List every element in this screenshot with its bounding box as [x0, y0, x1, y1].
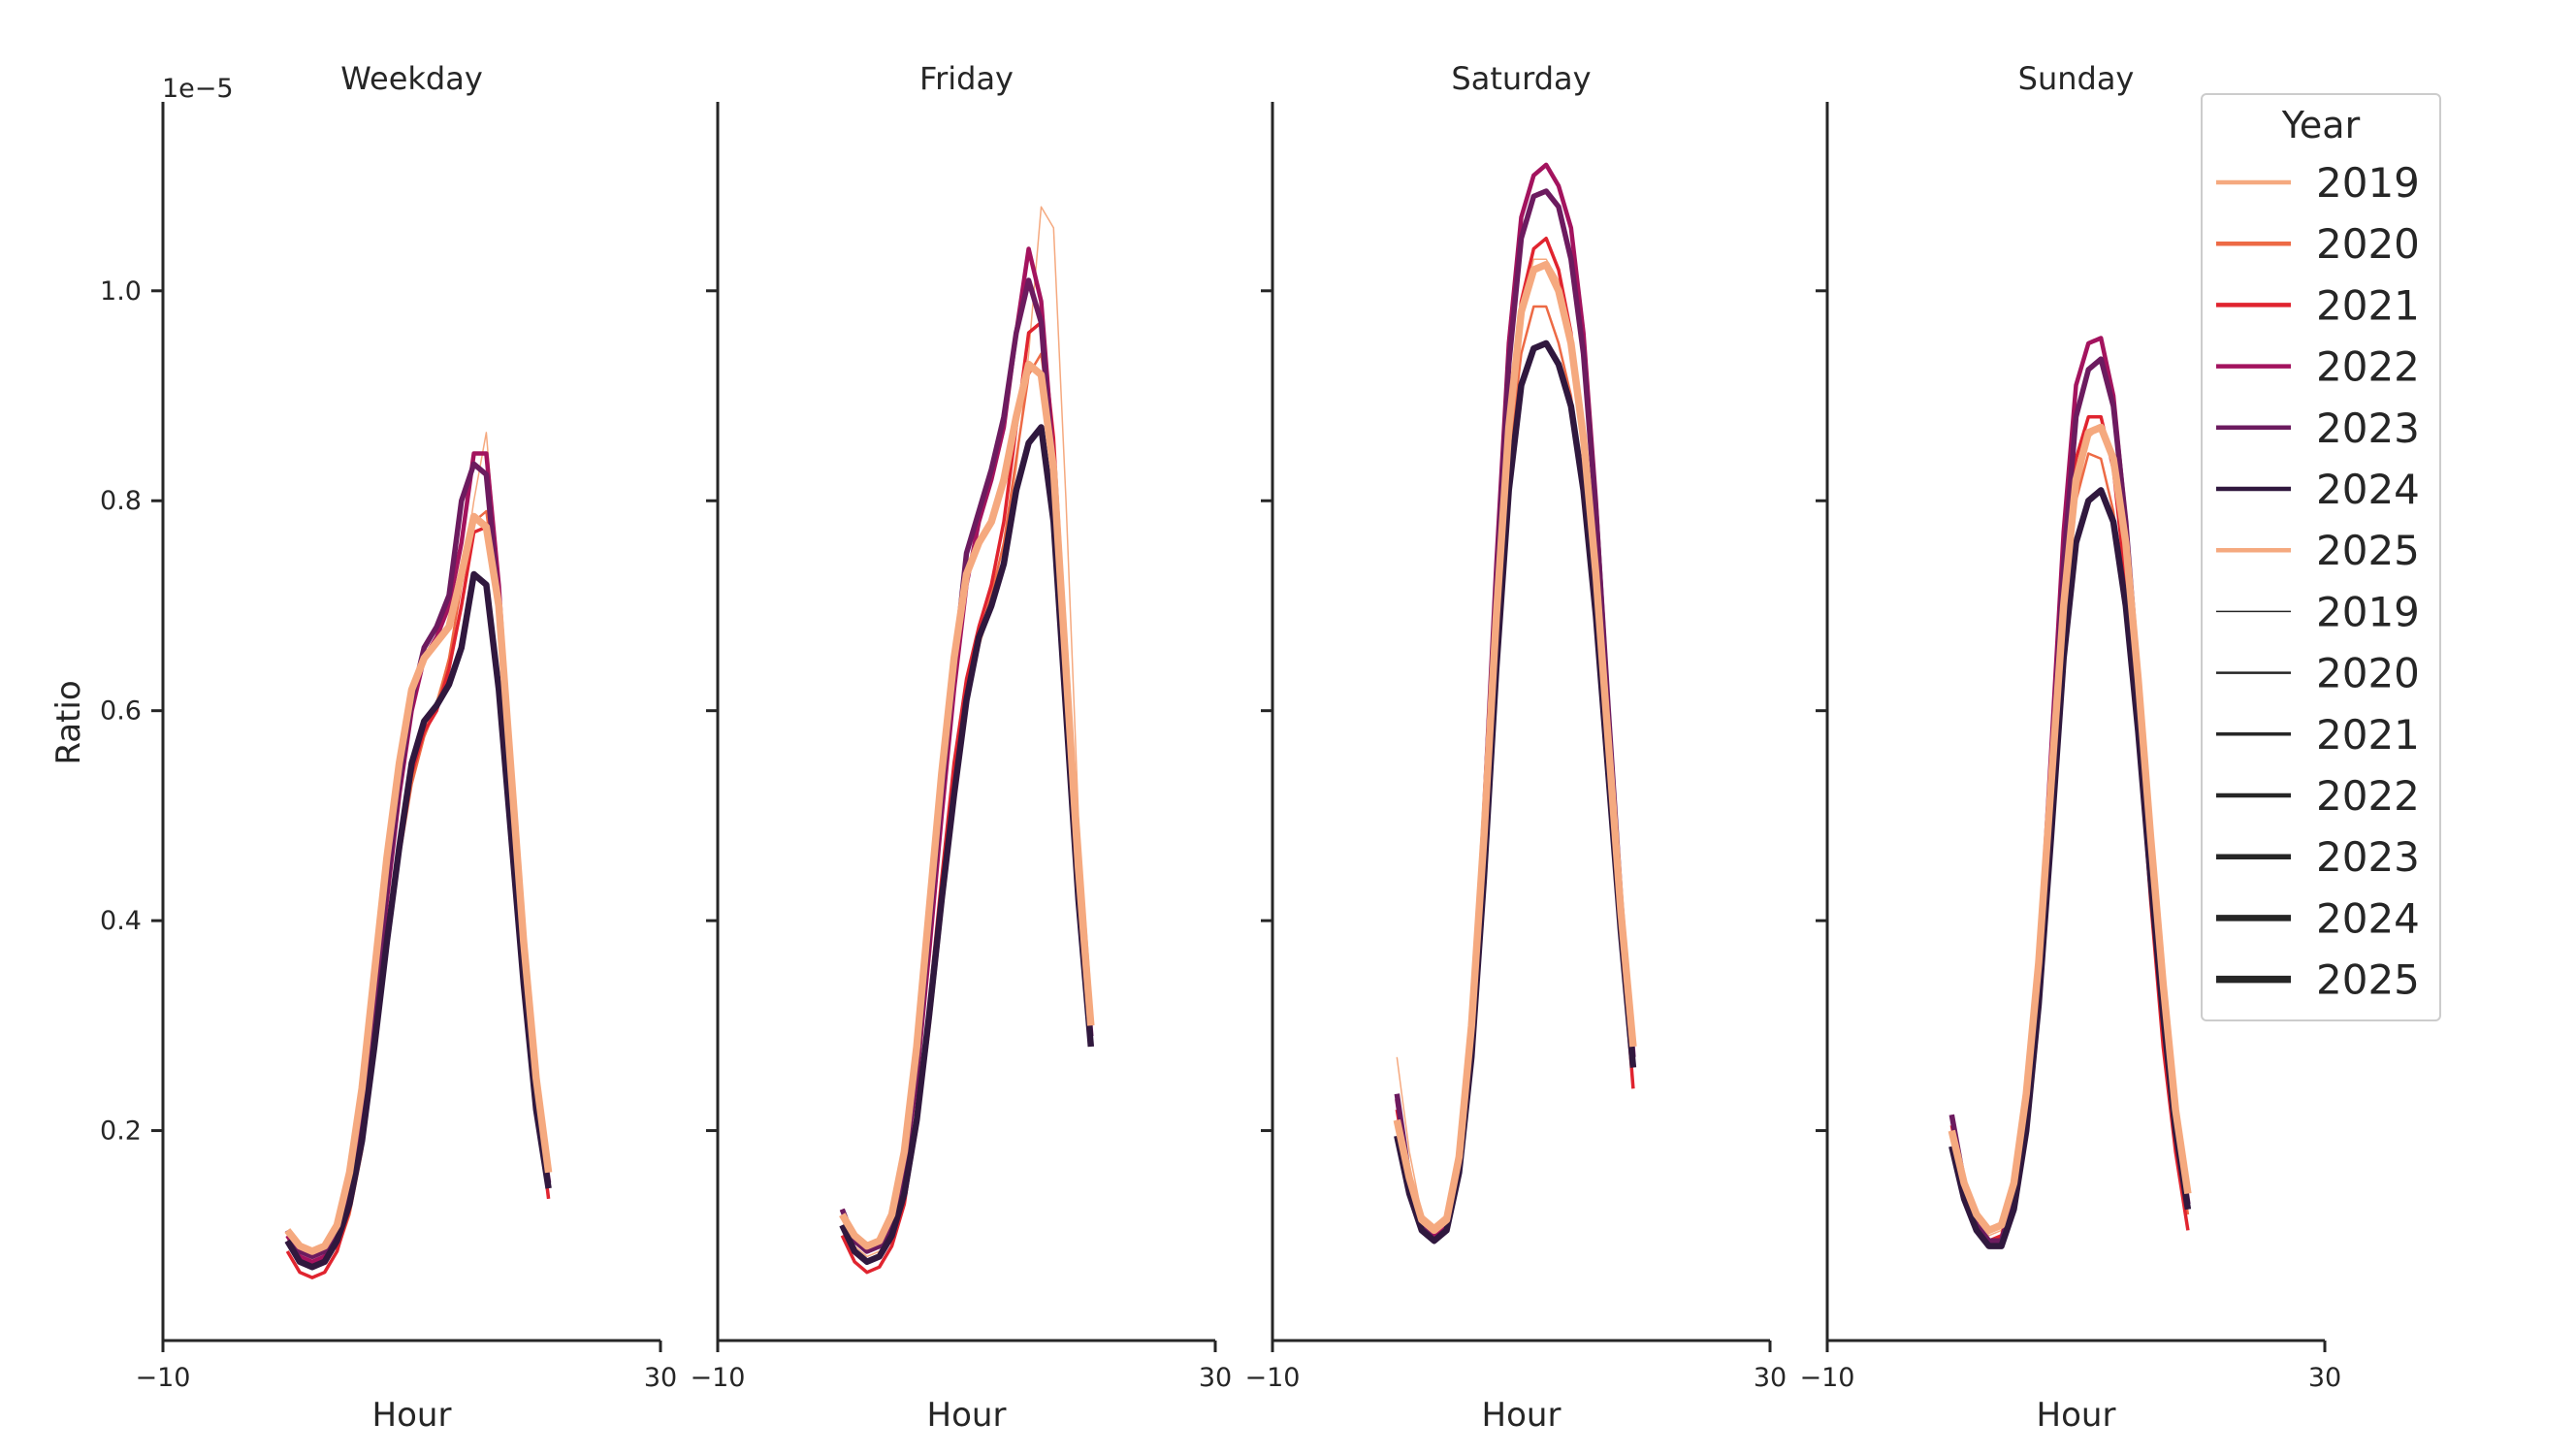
legend-entry: 2022 — [2216, 343, 2420, 391]
legend-entry: 2023 — [2216, 833, 2420, 881]
legend-label: 2025 — [2316, 527, 2420, 574]
legend-entry: 2024 — [2216, 894, 2420, 942]
x-tick-label: 30 — [644, 1363, 677, 1393]
legend-entry: 2021 — [2216, 281, 2420, 329]
series-line-2025 — [284, 512, 553, 1255]
series-line-2023 — [1948, 356, 2191, 1244]
x-tick-label: −10 — [691, 1363, 746, 1393]
panel-title: Sunday — [2018, 60, 2135, 97]
legend-entry: 2020 — [2216, 220, 2420, 268]
panel-title: Weekday — [340, 60, 483, 97]
series-line-2023 — [284, 461, 552, 1260]
legend-label: 2020 — [2316, 650, 2420, 697]
panel-saturday: −10 30 Saturday Hour — [1245, 60, 1787, 1435]
x-axis-label: Hour — [372, 1396, 452, 1435]
legend-label: 2022 — [2316, 343, 2420, 391]
x-tick-label: −10 — [1800, 1363, 1855, 1393]
series-line-2020 — [286, 509, 550, 1279]
x-tick-label: −10 — [1245, 1363, 1301, 1393]
legend-label: 2022 — [2316, 772, 2420, 820]
legend-label: 2025 — [2316, 956, 2420, 1004]
legend-entry: 2025 — [2216, 527, 2420, 574]
legend-label: 2021 — [2316, 711, 2420, 759]
legend-entry: 2019 — [2216, 159, 2420, 207]
series-line-2025 — [1393, 260, 1637, 1235]
panel-title: Saturday — [1451, 60, 1591, 97]
legend-entry: 2022 — [2216, 772, 2420, 820]
legend-entry: 2024 — [2216, 466, 2420, 513]
legend-label: 2019 — [2316, 159, 2420, 207]
chart-panels: 0.2 0.4 0.6 0.8 1.0 −10 30 Weekday Hour −10 30 Frid… — [100, 60, 2341, 1435]
legend-label: 2024 — [2316, 894, 2420, 942]
legend-label: 2020 — [2316, 220, 2420, 268]
legend-entry: 2023 — [2216, 404, 2420, 452]
legend-title: Year — [2281, 104, 2361, 146]
y-axis-label: Ratio — [49, 680, 88, 764]
series-line-2025 — [1948, 423, 2192, 1235]
y-tick-label: 0.2 — [100, 1116, 142, 1147]
panel-weekday: 0.2 0.4 0.6 0.8 1.0 −10 30 Weekday Hour — [100, 60, 677, 1435]
legend-label: 2021 — [2316, 281, 2420, 329]
panel-friday: −10 30 Friday Hour — [691, 60, 1233, 1435]
series-line-2024 — [1394, 340, 1637, 1245]
x-axis-label: Hour — [2037, 1396, 2116, 1435]
y-tick-label: 1.0 — [100, 276, 142, 307]
series-line-2021 — [285, 525, 551, 1279]
legend-label: 2024 — [2316, 466, 2420, 513]
legend-frame — [2201, 93, 2441, 1021]
legend-label: 2023 — [2316, 833, 2420, 881]
legend-entry: 2020 — [2216, 650, 2420, 697]
series-line-2022 — [285, 451, 551, 1265]
legend-entry: 2025 — [2216, 956, 2420, 1004]
x-tick-label: 30 — [1754, 1363, 1787, 1393]
y-tick-label: 0.8 — [100, 486, 142, 516]
legend: Year 2019 2020 2021 2022 2023 2024 2025 2019 2020… — [2201, 93, 2441, 1021]
x-tick-label: 30 — [2308, 1363, 2341, 1393]
y-offset-label: 1e−5 — [162, 74, 234, 104]
series-line-2022 — [840, 246, 1094, 1254]
x-axis-label: Hour — [1482, 1396, 1562, 1435]
series-line-2019 — [841, 206, 1092, 1258]
series-line-2024 — [839, 424, 1095, 1266]
legend-entry: 2019 — [2216, 588, 2420, 635]
x-tick-label: 30 — [1199, 1363, 1232, 1393]
x-axis-label: Hour — [927, 1396, 1007, 1435]
legend-label: 2019 — [2316, 588, 2420, 635]
series-line-2024 — [284, 570, 552, 1271]
series-line-2025 — [839, 360, 1095, 1250]
legend-label: 2023 — [2316, 404, 2420, 452]
panel-sunday: −10 30 Sunday Hour — [1800, 60, 2342, 1435]
x-tick-label: −10 — [136, 1363, 191, 1393]
y-tick-label: 0.4 — [100, 906, 142, 936]
legend-entry: 2021 — [2216, 711, 2420, 759]
y-tick-label: 0.6 — [100, 696, 142, 727]
panel-title: Friday — [919, 60, 1014, 97]
